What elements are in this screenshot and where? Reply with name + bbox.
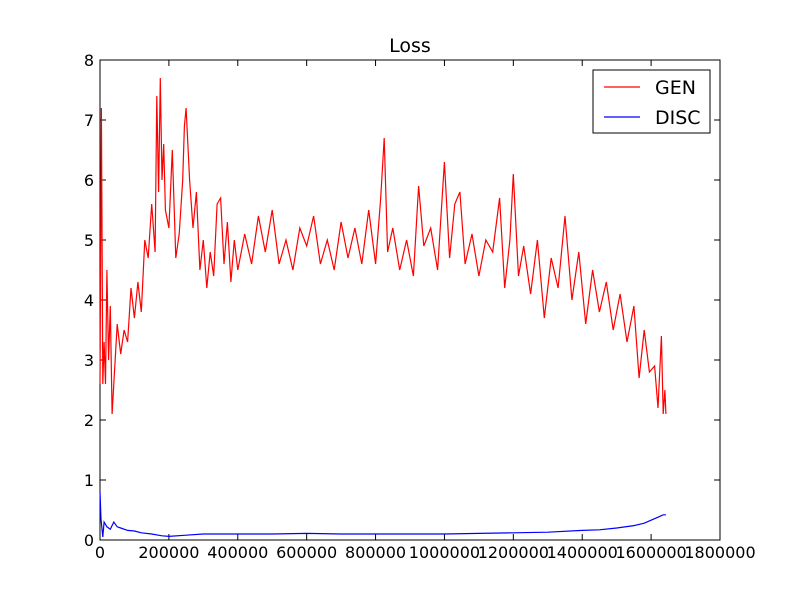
- series-line-disc: [99, 491, 666, 538]
- series-lines: [99, 77, 667, 538]
- x-tick-label: 400000: [207, 543, 268, 562]
- x-tick-label: 1600000: [615, 543, 686, 562]
- y-tick-label: 6: [84, 171, 94, 190]
- y-tick-label: 7: [84, 111, 94, 130]
- legend-label-disc: DISC: [655, 107, 701, 129]
- x-tick-label: 200000: [138, 543, 199, 562]
- x-tick-label: 1000000: [409, 543, 480, 562]
- legend-label-gen: GEN: [655, 77, 696, 99]
- y-tick-label: 1: [84, 471, 94, 490]
- legend-box: [592, 69, 711, 134]
- x-tick-label: 1800000: [684, 543, 755, 562]
- x-tick-label: 1200000: [478, 543, 549, 562]
- legend: GEN DISC: [592, 69, 711, 134]
- y-tick-label: 5: [84, 231, 94, 250]
- series-line-gen: [99, 77, 667, 415]
- y-tick-label: 3: [84, 351, 94, 370]
- y-tick-label: 8: [84, 51, 94, 70]
- x-tick-label: 600000: [276, 543, 337, 562]
- y-tick-label: 2: [84, 411, 94, 430]
- axis-ticks: 0 200000 400000 600000 800000 100000012000001…: [84, 51, 756, 562]
- plot-area: [99, 59, 721, 541]
- chart-title: Loss: [389, 35, 431, 57]
- x-tick-label: 800000: [345, 543, 406, 562]
- y-tick-label: 4: [84, 291, 94, 310]
- x-tick-label: 0: [95, 543, 105, 562]
- y-tick-label: 0: [84, 531, 94, 550]
- x-tick-label: 1400000: [547, 543, 618, 562]
